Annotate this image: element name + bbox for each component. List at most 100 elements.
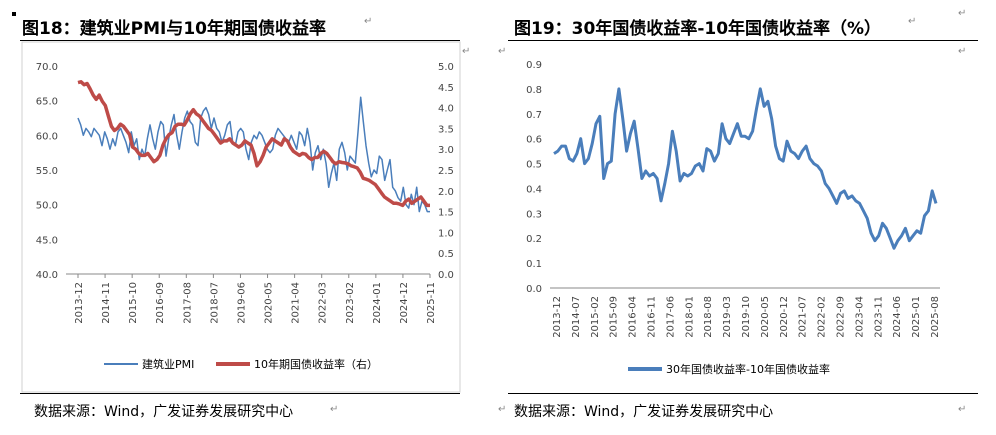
legend-label-pmi: 建筑业PMI xyxy=(142,357,194,371)
x-tick-label: 2014-11 xyxy=(101,282,112,324)
left-y-axis: 70.0 65.0 60.0 55.0 50.0 45.0 40.0 xyxy=(36,62,58,281)
x-tick-label: 2020-05 xyxy=(760,296,771,338)
x-tick-label: 2019-03 xyxy=(722,296,733,338)
paragraph-mark-icon: ↵ xyxy=(908,16,917,27)
y2-tick-label: 1.0 xyxy=(438,228,454,239)
y-tick-label: 0.0 xyxy=(526,284,542,295)
pmi-yield-chart: 70.0 65.0 60.0 55.0 50.0 45.0 40.0 5.0 4.5 4.0 3.… xyxy=(21,41,461,393)
data-source-note: 数据来源：Wind，广发证券发展研究中心 xyxy=(34,404,294,420)
x-tick-label: 2021-07 xyxy=(798,296,809,338)
x-tick-label: 2025-01 xyxy=(911,296,922,338)
x-tick-label: 2020-12 xyxy=(779,296,790,338)
y-tick-label: 0.8 xyxy=(526,85,542,96)
x-tick-label: 2013-12 xyxy=(552,296,563,338)
top-rule xyxy=(508,40,978,41)
paragraph-mark-icon: ↵ xyxy=(462,46,471,57)
paragraph-mark-icon: ↵ xyxy=(330,404,339,415)
paragraph-mark-icon: ↵ xyxy=(958,8,967,19)
legend: 建筑业PMI 10年期国债收益率（右） xyxy=(104,357,378,371)
y-tick-label: 50.0 xyxy=(36,201,58,212)
data-source-note: 数据来源：Wind，广发证券发展研究中心 xyxy=(514,404,774,420)
y2-tick-label: 2.0 xyxy=(438,187,454,198)
right-y-axis: 5.0 4.5 4.0 3.5 3.0 2.5 2.0 1.5 1.0 0.5 0.0 xyxy=(438,62,454,281)
x-tick-label: 2018-07 xyxy=(209,282,220,324)
y-tick-label: 45.0 xyxy=(36,235,58,246)
legend-label-yield: 10年期国债收益率（右） xyxy=(254,357,378,371)
paragraph-mark-icon: ↵ xyxy=(958,404,967,415)
x-tick-label: 2016-09 xyxy=(155,282,166,324)
paragraph-mark-icon: ↵ xyxy=(958,46,967,57)
x-tick-label: 2020-05 xyxy=(264,282,275,324)
legend: 30年国债收益率-10年国债收益率 xyxy=(628,362,830,376)
x-tick-label: 2021-04 xyxy=(291,282,302,324)
figure-18-title: 图18：建筑业PMI与10年期国债收益率 xyxy=(22,19,327,39)
bottom-rule xyxy=(508,393,978,394)
paragraph-mark-icon: ↵ xyxy=(498,404,507,415)
x-tick-label: 2016-04 xyxy=(628,296,639,338)
y-axis: 0.9 0.8 0.7 0.6 0.5 0.4 0.3 0.2 0.1 0.0 xyxy=(526,60,542,295)
x-tick-label: 2016-11 xyxy=(647,296,658,338)
y-tick-label: 60.0 xyxy=(36,131,58,142)
y-tick-label: 70.0 xyxy=(36,62,58,73)
x-tick-label: 2018-01 xyxy=(684,296,695,338)
x-tick-label: 2023-04 xyxy=(854,296,865,338)
x-tick-label: 2023-02 xyxy=(345,282,356,324)
x-tick-label: 2019-10 xyxy=(741,296,752,338)
y-tick-label: 0.5 xyxy=(526,160,542,171)
x-tick-label: 2017-06 xyxy=(665,296,676,338)
y-tick-label: 40.0 xyxy=(36,270,58,281)
y2-tick-label: 0.0 xyxy=(438,270,454,281)
x-tick-label: 2014-07 xyxy=(571,296,582,338)
y2-tick-label: 4.5 xyxy=(438,83,454,94)
y2-tick-label: 0.5 xyxy=(438,249,454,260)
x-tick-label: 2024-12 xyxy=(399,282,410,324)
y-tick-label: 55.0 xyxy=(36,166,58,177)
series-lines xyxy=(553,87,938,250)
y2-tick-label: 3.5 xyxy=(438,124,454,135)
series-lines xyxy=(77,80,430,213)
figure-19-title: 图19：30年国债收益率-10年国债收益率（%） xyxy=(514,19,882,39)
chart-area xyxy=(21,41,461,393)
y-tick-label: 0.7 xyxy=(526,110,542,121)
y2-tick-label: 2.5 xyxy=(438,166,454,177)
y-tick-label: 65.0 xyxy=(36,97,58,108)
y2-tick-label: 5.0 xyxy=(438,62,454,73)
series-line-10y-yield xyxy=(77,80,430,208)
x-tick-label: 2015-02 xyxy=(590,296,601,338)
y2-tick-label: 3.0 xyxy=(438,145,454,156)
paragraph-mark-icon: ↵ xyxy=(498,46,507,57)
y2-tick-label: 4.0 xyxy=(438,104,454,115)
y2-tick-label: 1.5 xyxy=(438,208,454,219)
title-marker xyxy=(12,12,16,16)
x-tick-label: 2018-08 xyxy=(703,296,714,338)
x-tick-label: 2024-01 xyxy=(372,282,383,324)
top-rule xyxy=(20,40,460,41)
x-tick-label: 2017-08 xyxy=(182,282,193,324)
spread-chart: 0.90.80.70.60.50.40.30.20.10.0 2013-12 20… xyxy=(526,60,941,376)
x-tick-label: 2024-06 xyxy=(892,296,903,338)
paragraph-mark-icon: ↵ xyxy=(364,16,373,27)
x-tick-label: 2022-09 xyxy=(836,296,847,338)
legend-label-spread: 30年国债收益率-10年国债收益率 xyxy=(666,362,830,376)
y-tick-label: 0.6 xyxy=(526,135,542,146)
y-tick-label: 0.9 xyxy=(526,60,542,71)
y-tick-label: 0.1 xyxy=(526,259,542,270)
x-axis: 2013-12 2014-11 2015-10 2016-09 2017-08 2018-… xyxy=(74,274,437,324)
x-tick-label: 2025-11 xyxy=(426,282,437,324)
left-figure-panel: 图18：建筑业PMI与10年期国债收益率 ↵ ↵ 70.0 65.0 60.0 55.… xyxy=(0,0,490,435)
x-tick-label: 2015-10 xyxy=(128,282,139,324)
x-axis: 2013-12 2014-07 2015-02 2015-09 2016-04 2016-… xyxy=(552,296,941,338)
x-tick-label: 2022-02 xyxy=(817,296,828,338)
x-tick-label: 2013-12 xyxy=(74,282,85,324)
x-tick-label: 2019-06 xyxy=(236,282,247,324)
y-tick-label: 0.4 xyxy=(526,184,542,195)
series-line-pmi xyxy=(77,96,430,213)
x-tick-label: 2025-08 xyxy=(930,296,941,338)
series-line-30y-10y-spread xyxy=(553,87,938,250)
x-tick-label: 2023-11 xyxy=(873,296,884,338)
right-figure-panel: 图19：30年国债收益率-10年国债收益率（%） ↵ ↵ ↵ ↵ 0.9 0.8 0… xyxy=(496,0,996,435)
x-tick-label: 2022-03 xyxy=(318,282,329,324)
x-tick-label: 2015-09 xyxy=(609,296,620,338)
bottom-rule xyxy=(20,393,460,394)
y-tick-label: 0.2 xyxy=(526,234,542,245)
